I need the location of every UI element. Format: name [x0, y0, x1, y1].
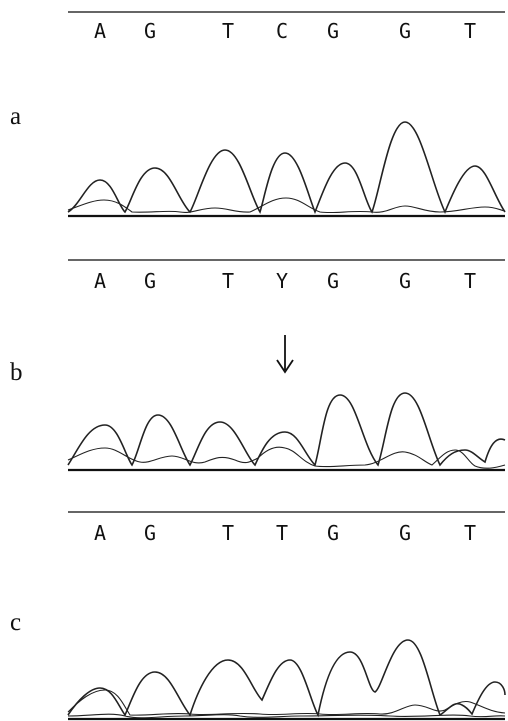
- base-letter: C: [276, 19, 288, 43]
- base-letter: T: [464, 521, 476, 545]
- chromatogram: [67, 639, 506, 721]
- base-letter: T: [464, 269, 476, 293]
- panel-label: c: [10, 609, 21, 636]
- chromatogram: [67, 121, 506, 218]
- base-letter: A: [94, 19, 106, 43]
- panel-b: A G T Y G G T b: [10, 259, 506, 472]
- sequence-row: A G T C G G T: [94, 19, 476, 43]
- panel-a: A G T C G G T a: [10, 11, 506, 218]
- panel-label: a: [10, 103, 21, 130]
- panel-c: A G T T G G T c: [10, 511, 506, 721]
- trace-peaks: [67, 639, 506, 718]
- trace-peaks: [67, 121, 506, 215]
- base-letter: Y: [276, 269, 288, 293]
- trace-peaks: [67, 392, 506, 467]
- sequence-row: A G T Y G G T: [94, 269, 476, 293]
- base-letter: G: [144, 521, 156, 545]
- panel-label: b: [10, 359, 23, 386]
- sequence-row: A G T T G G T: [94, 521, 476, 545]
- base-letter: A: [94, 521, 106, 545]
- base-letter: T: [464, 19, 476, 43]
- down-arrow-icon: [276, 335, 294, 374]
- trace-secondary: [67, 197, 506, 214]
- base-letter: G: [144, 269, 156, 293]
- base-letter: G: [399, 521, 411, 545]
- chromatogram: [67, 392, 506, 472]
- base-letter: T: [222, 521, 234, 545]
- base-letter: T: [222, 269, 234, 293]
- base-letter: G: [399, 19, 411, 43]
- base-letter: G: [327, 521, 339, 545]
- base-letter: G: [399, 269, 411, 293]
- base-letter: G: [327, 19, 339, 43]
- base-letter: T: [276, 521, 288, 545]
- base-letter: G: [327, 269, 339, 293]
- trace-secondary: [67, 689, 506, 716]
- trace-tertiary: [67, 713, 506, 719]
- base-letter: A: [94, 269, 106, 293]
- base-letter: T: [222, 19, 234, 43]
- trace-secondary: [67, 446, 506, 469]
- base-letter: G: [144, 19, 156, 43]
